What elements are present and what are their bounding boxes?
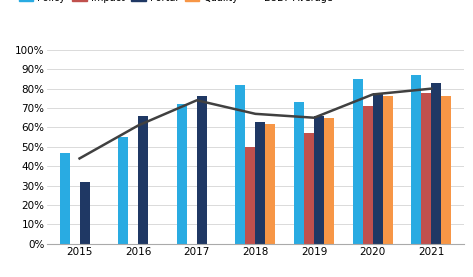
Bar — [304, 133, 314, 244]
Bar — [421, 93, 431, 244]
Bar — [412, 75, 421, 244]
Bar — [324, 118, 334, 244]
Bar — [138, 116, 148, 244]
Bar — [197, 96, 207, 244]
Bar — [441, 96, 451, 244]
Bar — [363, 106, 373, 244]
Bar — [60, 153, 70, 244]
Bar — [314, 116, 324, 244]
Bar — [294, 102, 304, 244]
Bar — [383, 96, 393, 244]
Bar — [79, 182, 89, 244]
Bar — [431, 83, 441, 244]
Bar — [118, 137, 128, 244]
Bar — [373, 93, 383, 244]
Bar — [353, 79, 363, 244]
Bar — [245, 147, 255, 244]
Bar — [236, 85, 245, 244]
Bar — [177, 104, 187, 244]
Bar — [265, 124, 275, 244]
Legend: Policy, Impact, Portal, Quality, EU27 Average: Policy, Impact, Portal, Quality, EU27 Av… — [19, 0, 333, 3]
Bar — [255, 122, 265, 244]
